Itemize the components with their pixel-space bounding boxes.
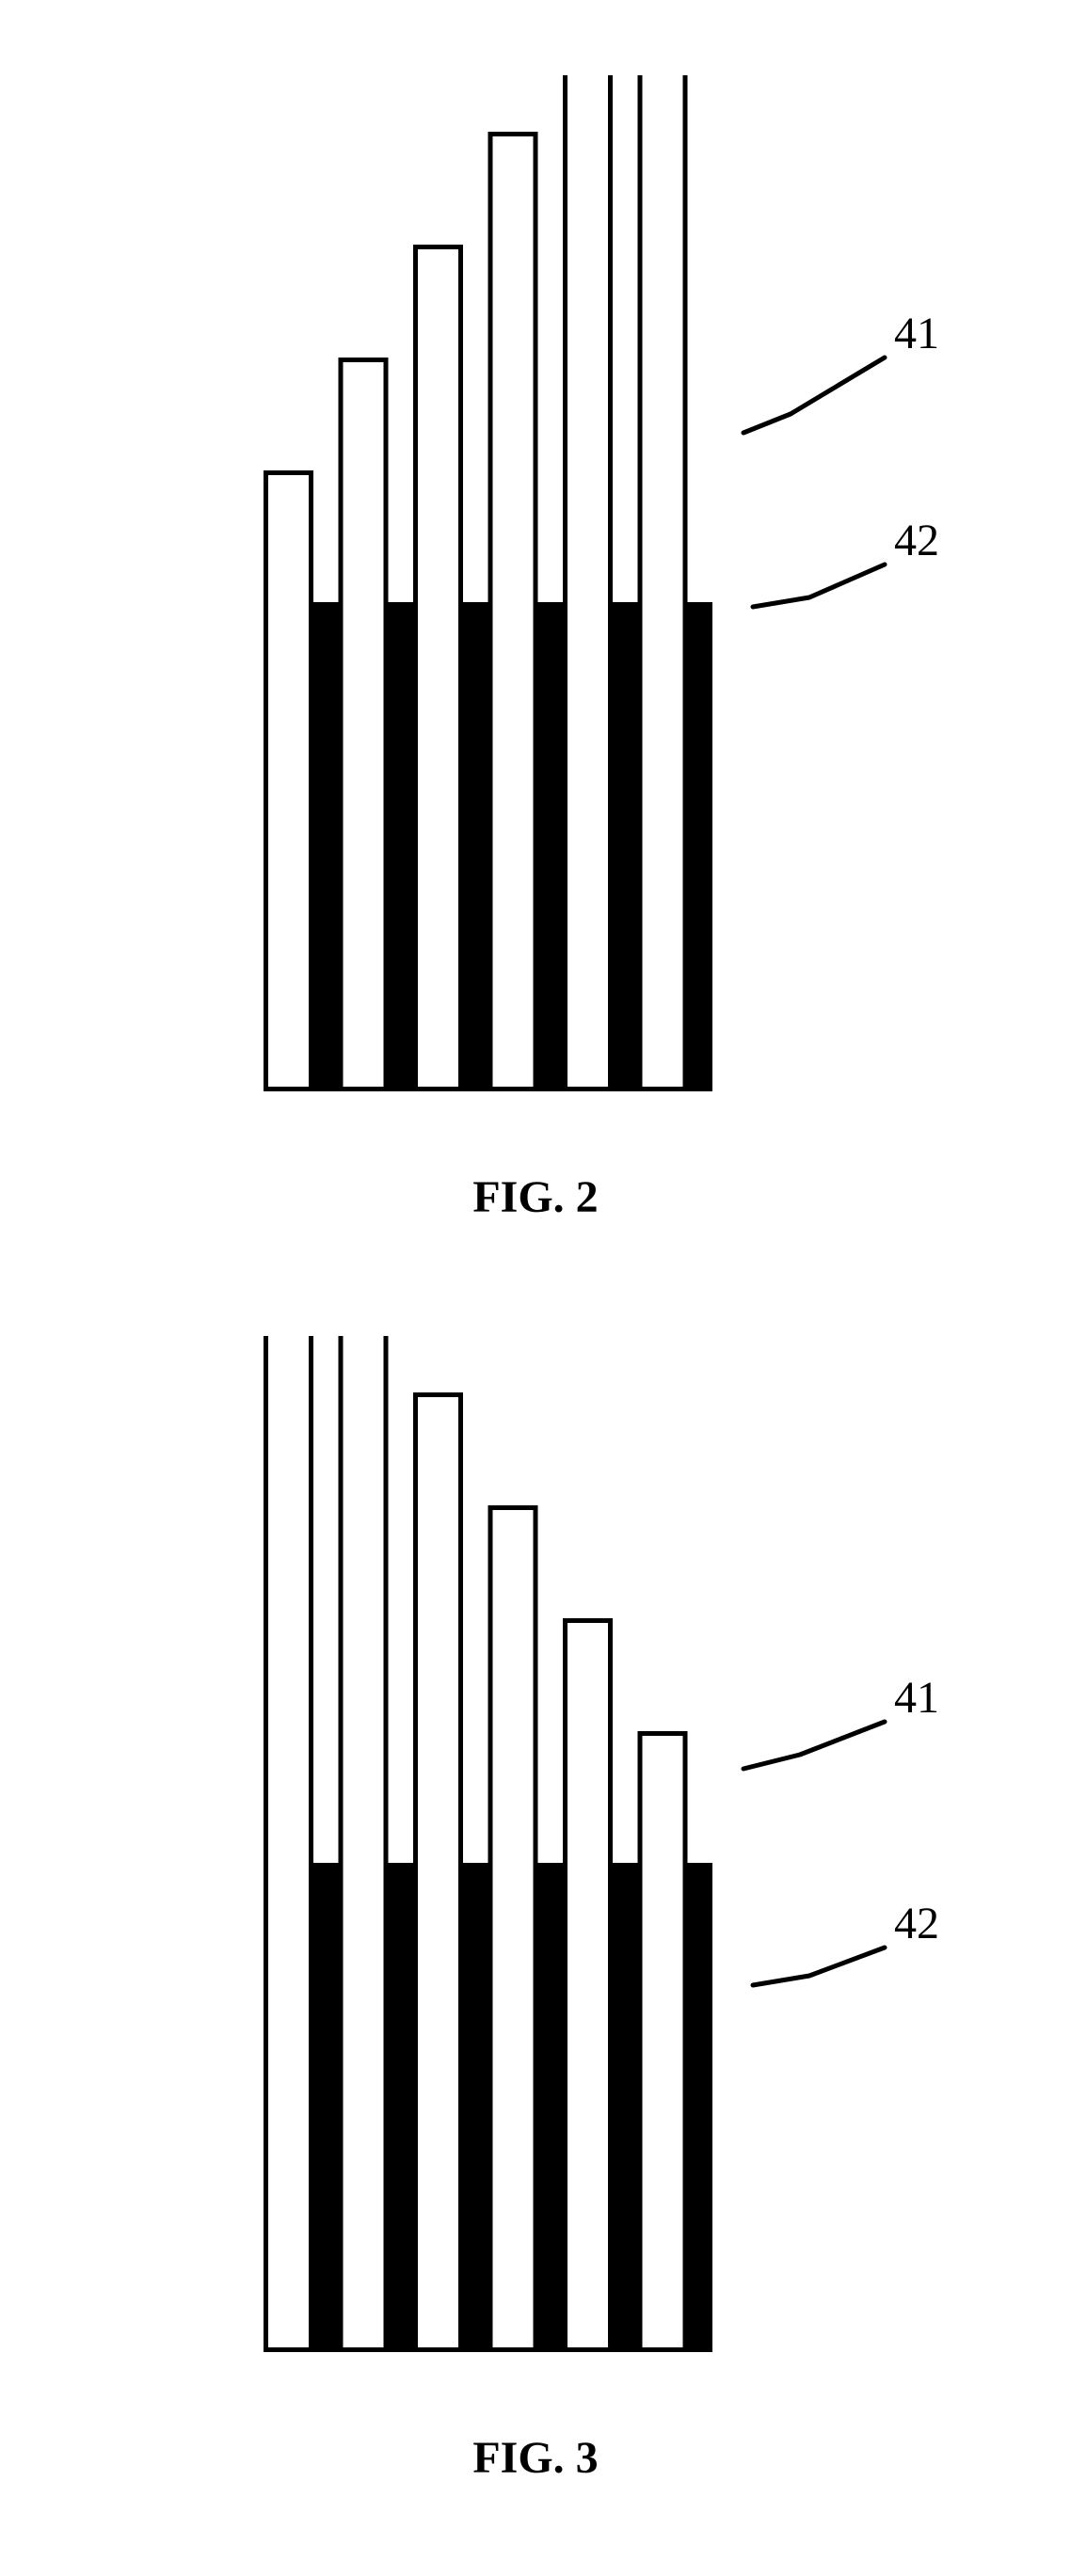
white-bar (566, 1621, 611, 2350)
white-bar (341, 1336, 386, 2350)
figure-2: 4142 FIG. 2 (0, 75, 1071, 1223)
annotation-label: 41 (894, 309, 939, 358)
white-bar (266, 473, 312, 1089)
annotation-label: 41 (894, 1673, 939, 1723)
annotation-label: 42 (894, 1899, 939, 1948)
white-bar (566, 75, 611, 1089)
page: 4142 FIG. 2 4142 FIG. 3 (0, 0, 1071, 2576)
leader-line (753, 1948, 885, 1985)
white-bar (490, 1508, 536, 2350)
white-bar (266, 1336, 312, 2350)
figure-3-svg: 41 42 (0, 1336, 1071, 2465)
white-bar (416, 1395, 461, 2350)
white-bar (490, 135, 536, 1089)
white-bar (341, 360, 386, 1089)
figure-2-svg: 41 42 (0, 75, 1071, 1204)
leader-line (743, 1722, 885, 1769)
white-bar (640, 75, 685, 1089)
white-bar (416, 247, 461, 1089)
leader-line (743, 358, 885, 433)
figure-3: 4142 FIG. 3 (0, 1336, 1071, 2484)
leader-line (753, 564, 885, 607)
annotation-label: 42 (894, 516, 939, 565)
white-bar (640, 1734, 685, 2350)
